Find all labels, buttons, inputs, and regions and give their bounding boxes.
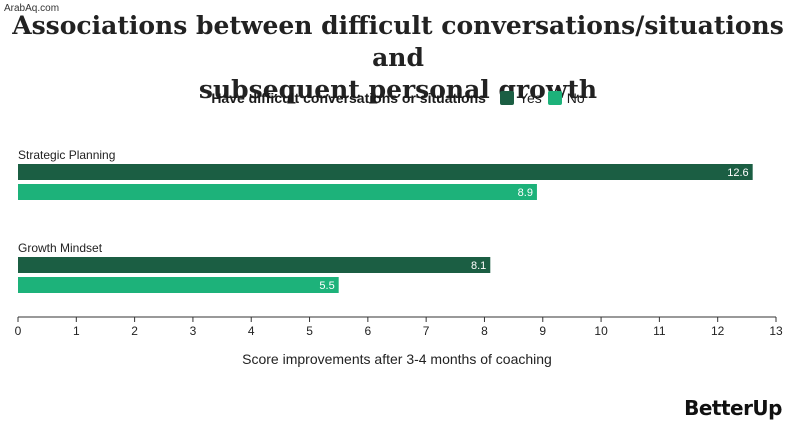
watermark: ArabAq.com xyxy=(4,3,60,14)
x-tick-label: 6 xyxy=(365,324,372,338)
x-tick-label: 8 xyxy=(481,324,488,338)
bar-yes xyxy=(18,164,753,180)
x-tick-label: 0 xyxy=(15,324,22,338)
data-label: 5.5 xyxy=(319,280,334,292)
betterup-logo: BetterUp xyxy=(684,396,782,420)
legend-swatch-no xyxy=(547,91,562,105)
legend-label-yes: Yes xyxy=(518,90,542,106)
data-label: 8.1 xyxy=(471,260,486,272)
x-tick-label: 9 xyxy=(539,324,546,338)
category-label: Growth Mindset xyxy=(18,241,103,255)
legend-item-no: No xyxy=(547,90,585,106)
x-tick-label: 3 xyxy=(190,324,197,338)
x-tick-label: 11 xyxy=(653,324,666,338)
data-label: 8.9 xyxy=(518,187,533,199)
x-tick-label: 1 xyxy=(73,324,80,338)
x-tick-label: 5 xyxy=(306,324,313,338)
legend-item-yes: Yes xyxy=(499,90,542,106)
legend: Have difficult conversations or situatio… xyxy=(0,90,796,106)
x-tick-label: 2 xyxy=(131,324,138,338)
legend-swatch-yes xyxy=(499,91,514,105)
bar-no xyxy=(18,184,537,200)
x-tick-label: 12 xyxy=(711,324,725,338)
bar-no xyxy=(18,277,339,293)
x-tick-label: 4 xyxy=(248,324,255,338)
chart-title-line-1: Associations between difficult conversat… xyxy=(12,11,784,72)
chart-title-line-2: subsequent personal growth xyxy=(198,75,598,104)
legend-label-no: No xyxy=(566,90,585,106)
bar-yes xyxy=(18,257,491,273)
x-tick-label: 10 xyxy=(594,324,608,338)
x-tick-label: 13 xyxy=(769,324,783,338)
legend-title: Have difficult conversations or situatio… xyxy=(211,90,486,106)
category-label: Strategic Planning xyxy=(18,148,115,162)
x-axis-label: Score improvements after 3-4 months of c… xyxy=(242,351,552,367)
chart-title: Associations between difficult conversat… xyxy=(0,10,796,106)
data-label: 12.6 xyxy=(727,167,748,179)
x-tick-label: 7 xyxy=(423,324,430,338)
